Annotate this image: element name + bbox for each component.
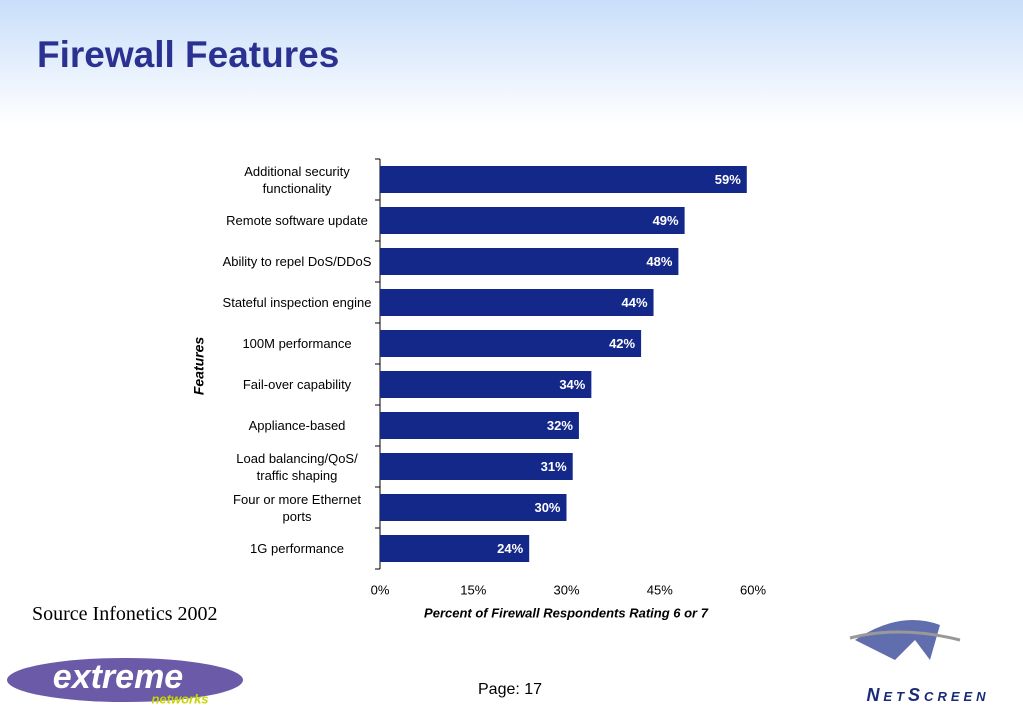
value-label: 48% <box>646 254 672 269</box>
x-tick-label: 15% <box>460 582 486 597</box>
bar <box>380 535 530 562</box>
value-label: 42% <box>609 336 635 351</box>
extreme-logo-sub: networks <box>151 691 208 706</box>
bar <box>380 330 642 357</box>
value-label: 34% <box>559 377 585 392</box>
bar <box>380 248 679 275</box>
netscreen-logo-shape <box>855 620 940 660</box>
y-tick-label: Additional security functionality <box>244 163 350 196</box>
y-tick-label: Load balancing/QoS/ traffic shaping <box>236 450 358 483</box>
extreme-logo-text: extreme <box>53 658 183 696</box>
y-tick-label: 100M performance <box>242 336 352 351</box>
source-note: Source Infonetics 2002 <box>32 603 218 625</box>
bar <box>380 289 654 316</box>
y-tick-label: 1G performance <box>250 541 344 556</box>
x-tick-label: 60% <box>740 582 766 597</box>
extreme-logo-shape <box>7 658 243 702</box>
value-label: 59% <box>715 172 741 187</box>
value-label: 44% <box>622 295 648 310</box>
x-tick-label: 45% <box>647 582 673 597</box>
value-label: 49% <box>653 213 679 228</box>
page-number: Page: 17 <box>478 681 543 698</box>
x-tick-label: 30% <box>553 582 579 597</box>
x-tick-label: 0% <box>371 582 390 597</box>
bar <box>380 453 573 480</box>
x-axis-title: Percent of Firewall Respondents Rating 6… <box>424 605 709 620</box>
y-tick-label: Stateful inspection engine <box>222 295 372 310</box>
netscreen-logo-text: NetScreen <box>866 685 989 705</box>
y-axis-title: Features <box>191 337 207 396</box>
bar <box>380 207 685 234</box>
y-tick-label: Appliance-based <box>248 418 346 433</box>
bar <box>380 412 579 439</box>
y-tick-label: Remote software update <box>226 213 368 228</box>
value-label: 32% <box>547 418 573 433</box>
value-label: 31% <box>541 459 567 474</box>
value-label: 30% <box>534 500 560 515</box>
bar <box>380 166 747 193</box>
bar <box>380 371 592 398</box>
value-label: 24% <box>497 541 523 556</box>
slide-title: Firewall Features <box>37 34 340 75</box>
netscreen-logo-swoosh <box>849 630 961 642</box>
y-tick-label: Ability to repel DoS/DDoS <box>222 254 372 269</box>
y-tick-label: Fail-over capability <box>242 377 352 392</box>
bar <box>380 494 567 521</box>
y-tick-label: Four or more Ethernet ports <box>233 491 361 524</box>
